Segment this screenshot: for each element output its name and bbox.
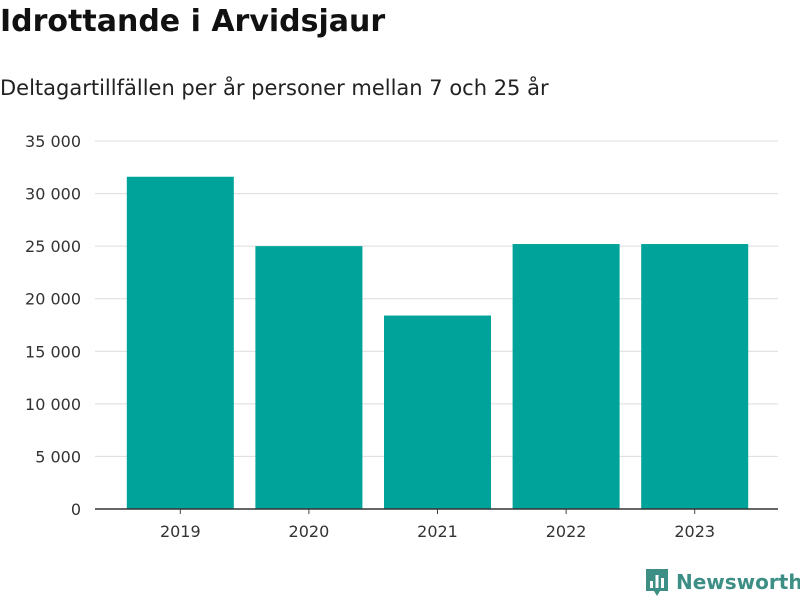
brand-logo: Newsworthy [644,567,800,597]
x-tick-label: 2019 [160,522,201,541]
x-tick-label: 2022 [546,522,587,541]
chart-subtitle: Deltagartillfällen per år personer mella… [0,76,549,100]
y-tick-label: 25 000 [25,237,81,256]
x-tick-label: 2020 [289,522,330,541]
brand-name: Newsworthy [676,570,800,594]
y-tick-label: 10 000 [25,395,81,414]
y-tick-label: 20 000 [25,290,81,309]
bar-2023 [641,244,749,510]
y-tick-label: 0 [71,500,81,519]
y-tick-label: 35 000 [25,132,81,151]
y-tick-label: 15 000 [25,342,81,361]
x-tick-label: 2023 [674,522,715,541]
x-tick-label: 2021 [417,522,458,541]
y-axis-ticks: 0 5 000 10 000 15 000 20 000 25 000 30 000 35 0… [25,132,81,519]
bars [126,176,749,510]
bar-2020 [255,246,363,509]
x-axis-ticks: 2019 2020 2021 2022 2023 [160,509,715,541]
y-tick-label: 30 000 [25,185,81,204]
chart-title: Idrottande i Arvidsjaur [0,4,386,39]
bar-chart-icon [646,569,668,596]
y-tick-label: 5 000 [35,447,81,466]
bar-2021 [384,315,491,509]
bar-2022 [512,244,620,510]
bar-2019 [126,176,234,509]
